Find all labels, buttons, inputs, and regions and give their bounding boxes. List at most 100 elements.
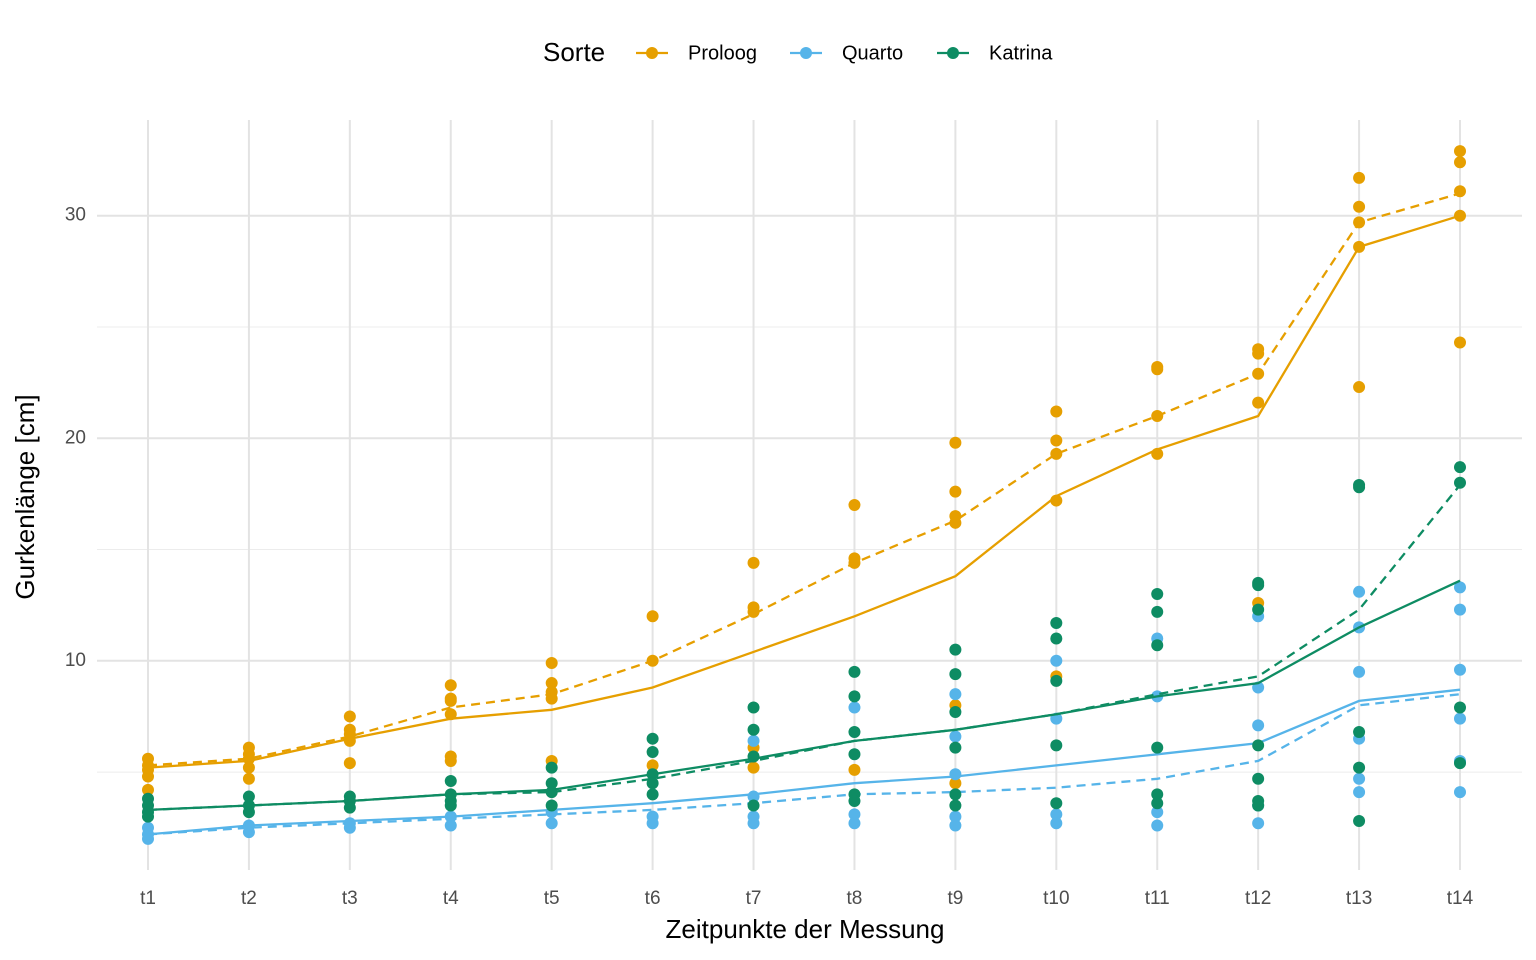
data-point <box>1454 603 1466 616</box>
data-point <box>1050 817 1063 830</box>
data-point <box>1050 797 1063 810</box>
data-point <box>1050 739 1063 752</box>
data-point <box>1353 815 1366 828</box>
x-tick-label: t6 <box>645 888 661 909</box>
data-point <box>1151 605 1164 618</box>
data-point <box>1454 145 1466 158</box>
x-tick-label: t9 <box>947 888 963 909</box>
data-point <box>747 723 760 736</box>
data-point <box>1252 603 1265 616</box>
data-point <box>848 665 861 678</box>
x-tick-label: t10 <box>1043 888 1069 909</box>
legend-dot <box>800 47 812 59</box>
data-point <box>1454 336 1466 349</box>
legend-dot <box>646 47 658 59</box>
data-point <box>949 730 962 743</box>
data-point <box>747 734 760 747</box>
legend-label: Proloog <box>688 42 757 64</box>
data-point <box>1454 476 1466 489</box>
data-point <box>444 694 457 707</box>
data-point <box>545 799 558 812</box>
data-point <box>848 499 861 512</box>
data-point <box>949 436 962 449</box>
data-point <box>242 806 255 819</box>
x-tick-label: t13 <box>1346 888 1372 909</box>
data-point <box>1454 209 1466 222</box>
data-point <box>242 772 255 785</box>
data-point <box>1151 363 1164 376</box>
data-point <box>1454 786 1466 799</box>
data-point <box>646 746 659 759</box>
data-point <box>242 790 255 803</box>
x-tick-label: t2 <box>241 888 257 909</box>
data-point <box>949 799 962 812</box>
data-point <box>343 821 356 834</box>
dashed-line <box>147 484 1461 812</box>
data-point <box>1454 663 1466 676</box>
data-point <box>1151 588 1164 601</box>
data-point <box>1151 741 1164 754</box>
data-point <box>949 668 962 681</box>
mean-line <box>147 214 1461 769</box>
data-point <box>646 817 659 830</box>
data-point <box>1050 674 1063 687</box>
data-point <box>1353 481 1366 494</box>
data-point <box>949 643 962 656</box>
data-point <box>1353 726 1366 739</box>
data-point <box>949 810 962 823</box>
legend-title: Sorte <box>543 37 605 67</box>
data-point <box>1454 712 1466 725</box>
data-point <box>848 763 861 776</box>
x-tick-label: t11 <box>1145 888 1170 909</box>
data-point <box>1050 808 1063 821</box>
data-point <box>1454 461 1466 474</box>
x-axis-title: Zeitpunkte der Messung <box>666 914 945 944</box>
data-point <box>242 826 255 839</box>
data-point <box>1454 156 1466 169</box>
x-tick-label: t12 <box>1245 888 1271 909</box>
dashed-line <box>147 192 1461 767</box>
data-point <box>848 726 861 739</box>
data-point <box>444 774 457 787</box>
data-point <box>646 759 659 772</box>
data-point <box>1050 405 1063 418</box>
data-point <box>949 768 962 781</box>
data-point <box>747 605 760 618</box>
data-point <box>1050 616 1063 629</box>
data-point <box>343 801 356 814</box>
data-point <box>646 732 659 745</box>
legend-label: Katrina <box>989 42 1053 64</box>
data-point <box>1454 701 1466 714</box>
data-point <box>1252 739 1265 752</box>
y-axis-title: Gurkenlänge [cm] <box>10 394 40 599</box>
data-point <box>1151 819 1164 832</box>
data-point <box>646 610 659 623</box>
data-point <box>1050 632 1063 645</box>
data-point <box>747 817 760 830</box>
data-point <box>545 657 558 670</box>
data-point <box>949 819 962 832</box>
data-point <box>1353 171 1366 184</box>
data-point <box>1252 579 1265 592</box>
x-tick-label: t4 <box>443 888 459 909</box>
data-point <box>1353 786 1366 799</box>
x-tick-label: t8 <box>847 888 863 909</box>
data-point <box>1252 772 1265 785</box>
data-point <box>142 832 154 845</box>
data-point <box>142 770 154 783</box>
data-point <box>848 701 861 714</box>
data-point <box>545 777 558 790</box>
data-point <box>949 516 962 529</box>
x-tick-label: t3 <box>342 888 358 909</box>
data-point <box>1454 581 1466 594</box>
data-point <box>142 783 154 796</box>
data-point <box>949 705 962 718</box>
data-point <box>848 808 861 821</box>
data-point <box>949 788 962 801</box>
legend-label: Quarto <box>842 42 903 64</box>
data-point <box>1151 639 1164 652</box>
data-point <box>949 741 962 754</box>
data-point <box>949 688 962 701</box>
y-tick-label: 30 <box>65 205 86 226</box>
